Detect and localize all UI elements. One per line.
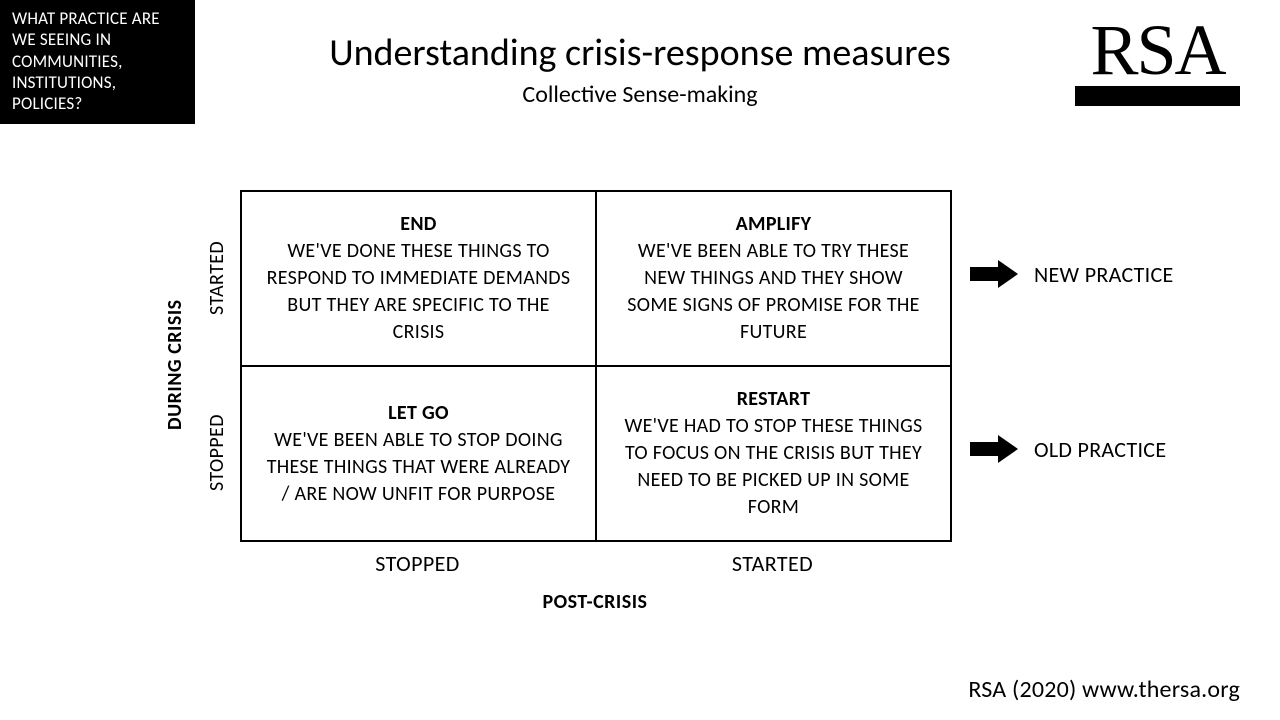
- arrow-new-practice: NEW PRACTICE: [970, 260, 1174, 288]
- page-subtitle: Collective Sense-making: [0, 80, 1280, 109]
- cell-end: END WE'VE DONE THESE THINGS TO RESPOND T…: [241, 191, 596, 366]
- page-title: Understanding crisis-response measures: [0, 30, 1280, 76]
- x-label-stopped: STOPPED: [240, 550, 595, 577]
- cell-body: WE'VE DONE THESE THINGS TO RESPOND TO IM…: [262, 238, 575, 346]
- matrix-grid: END WE'VE DONE THESE THINGS TO RESPOND T…: [240, 190, 952, 542]
- cell-body: WE'VE BEEN ABLE TO TRY THESE NEW THINGS …: [617, 238, 930, 346]
- cell-amplify: AMPLIFY WE'VE BEEN ABLE TO TRY THESE NEW…: [596, 191, 951, 366]
- cell-body: WE'VE BEEN ABLE TO STOP DOING THESE THIN…: [262, 427, 575, 508]
- cell-let-go: LET GO WE'VE BEEN ABLE TO STOP DOING THE…: [241, 366, 596, 541]
- arrow-old-practice: OLD PRACTICE: [970, 435, 1166, 463]
- arrow-label: OLD PRACTICE: [1034, 436, 1166, 463]
- cell-title: LET GO: [388, 400, 449, 427]
- cell-title: AMPLIFY: [736, 211, 812, 238]
- y-label-stopped: STOPPED: [202, 365, 232, 540]
- x-axis-labels: STOPPED STARTED: [240, 550, 950, 577]
- page-header: Understanding crisis-response measures C…: [0, 30, 1280, 109]
- y-axis-labels: STARTED STOPPED: [202, 190, 232, 540]
- y-label-started: STARTED: [202, 190, 232, 365]
- cell-title: END: [400, 211, 436, 238]
- credit-line: RSA (2020) www.thersa.org: [968, 675, 1240, 704]
- x-label-started: STARTED: [595, 550, 950, 577]
- cell-body: WE'VE HAD TO STOP THESE THINGS TO FOCUS …: [617, 413, 930, 521]
- arrow-label: NEW PRACTICE: [1034, 261, 1174, 288]
- y-axis-title: DURING CRISIS: [160, 190, 190, 540]
- cell-title: RESTART: [737, 386, 811, 413]
- cell-restart: RESTART WE'VE HAD TO STOP THESE THINGS T…: [596, 366, 951, 541]
- arrow-right-icon: [970, 435, 1018, 463]
- arrow-right-icon: [970, 260, 1018, 288]
- x-axis-title: POST-CRISIS: [240, 590, 950, 614]
